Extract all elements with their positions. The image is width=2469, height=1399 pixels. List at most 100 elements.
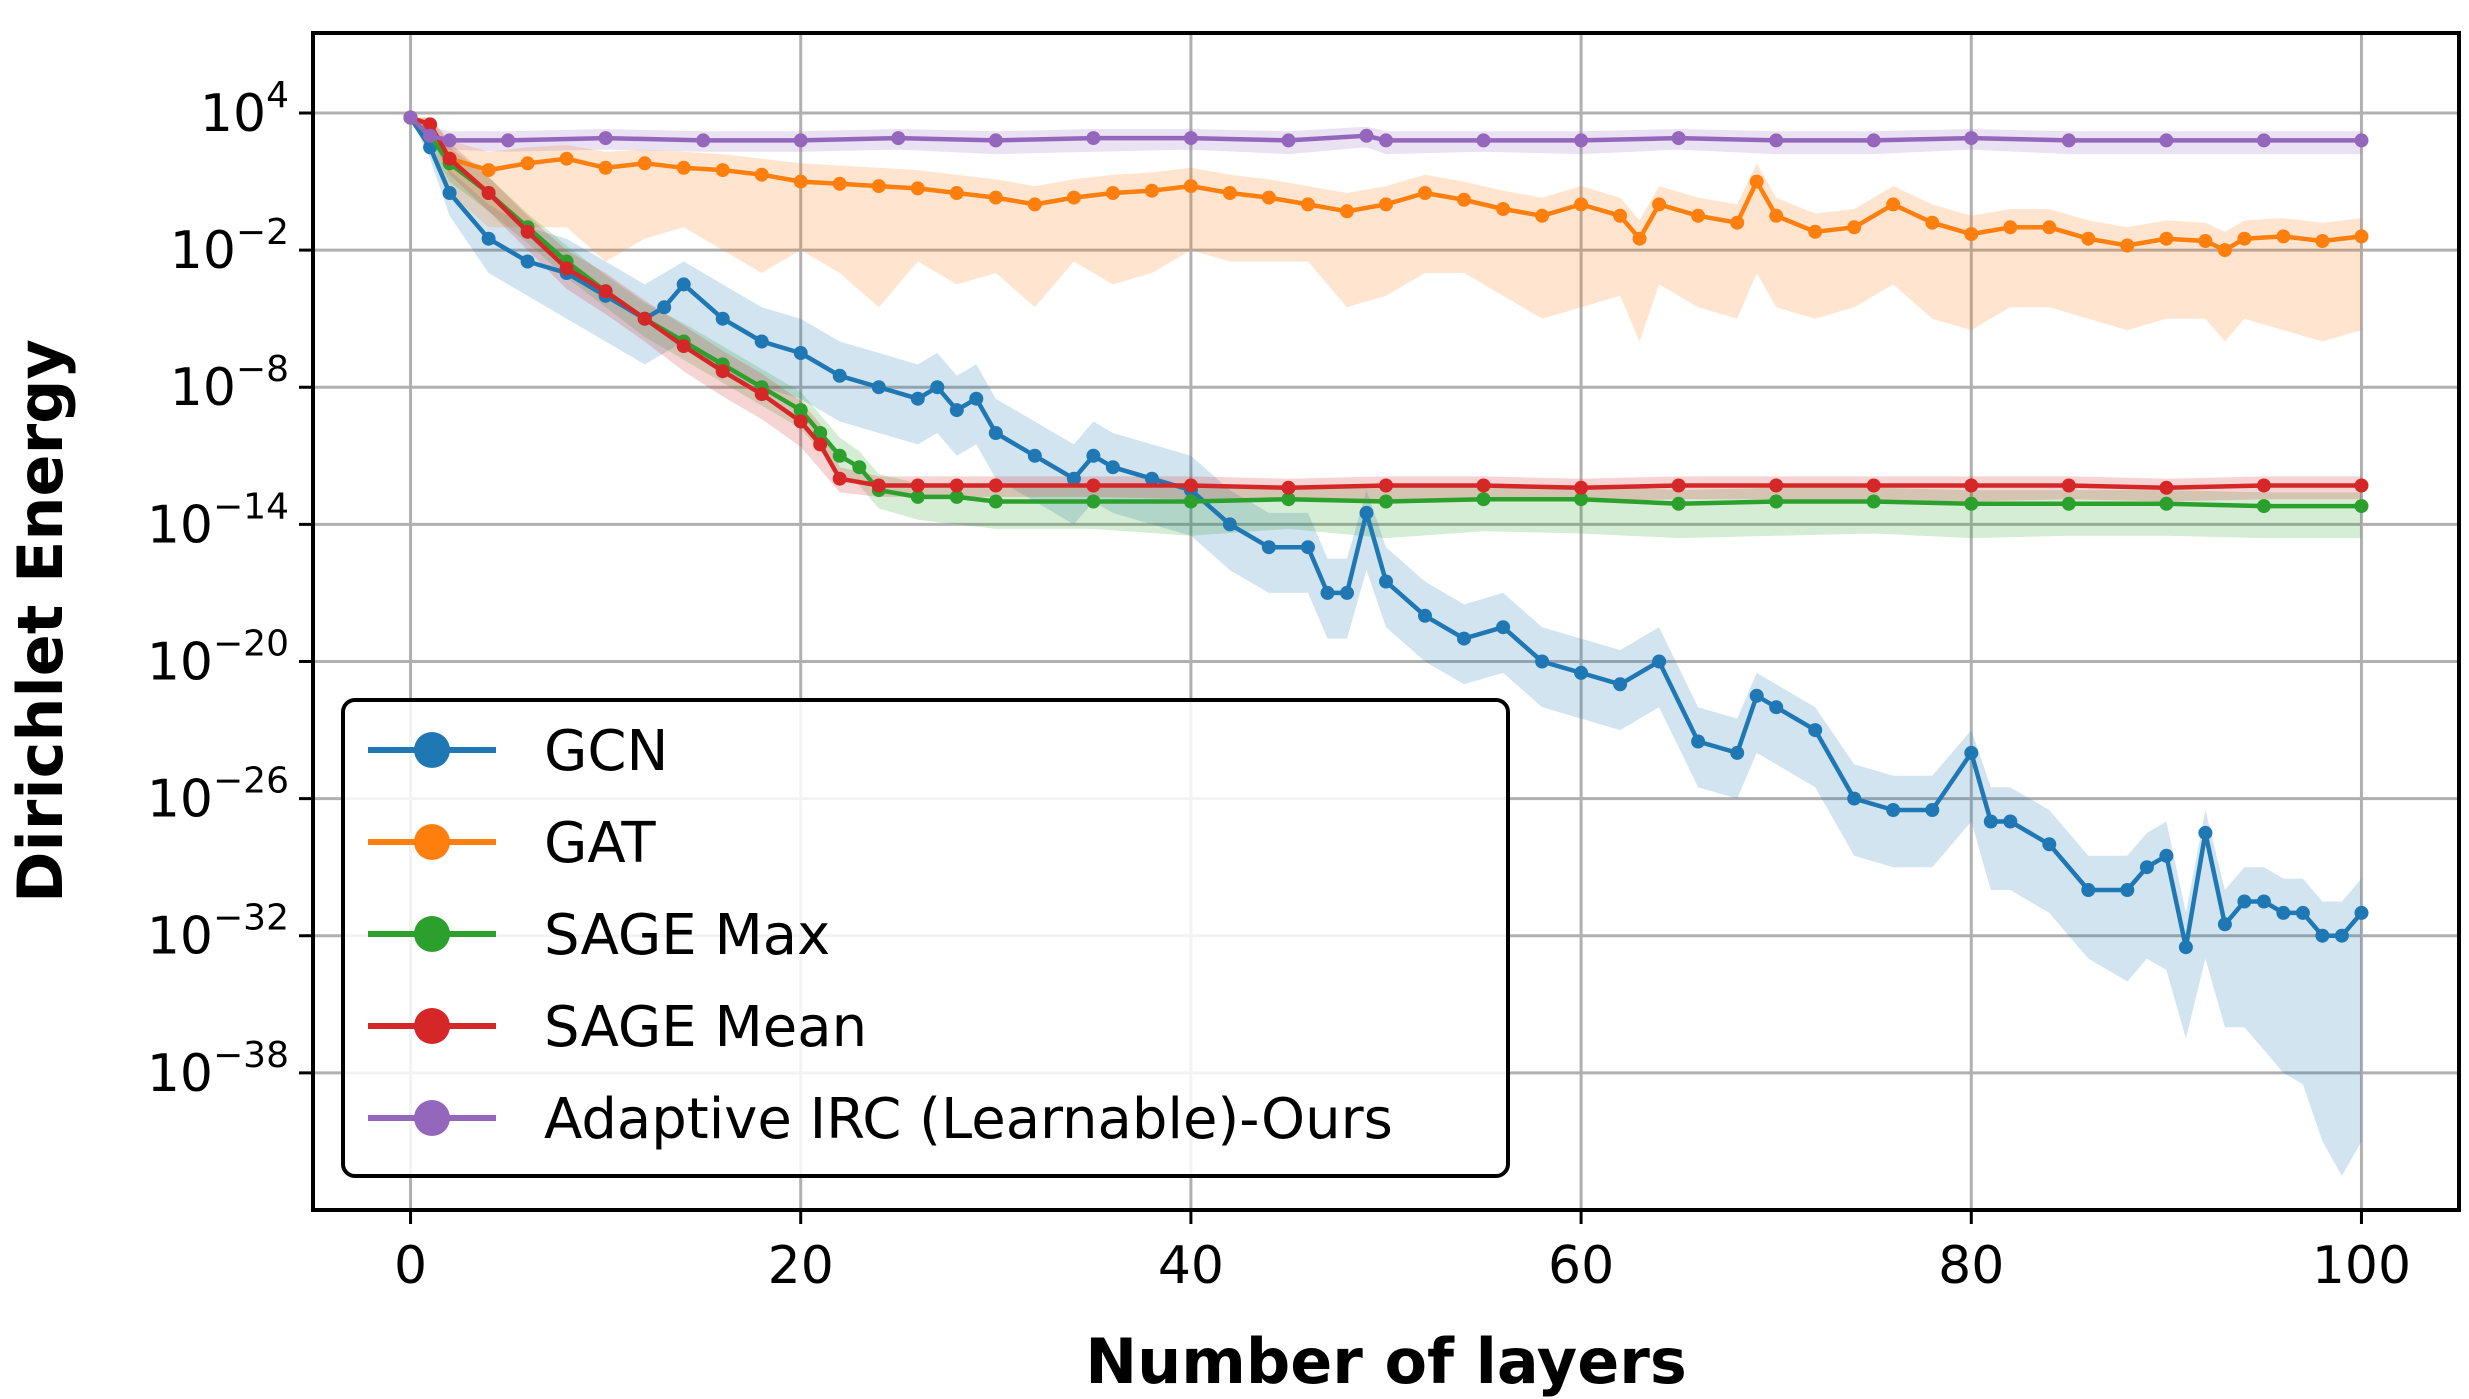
point-gcn [1769, 700, 1784, 715]
point-sage-max [832, 448, 847, 463]
point-gcn [1222, 517, 1237, 532]
point-gcn [1808, 723, 1823, 738]
point-gcn [2217, 917, 2232, 932]
point-sage-mean [1086, 478, 1101, 493]
y-tick-base: 10 [170, 221, 236, 281]
point-gcn [1535, 654, 1550, 669]
y-tick-label: 10−14 [147, 486, 289, 555]
point-adaptive-irc-learnable-ours [1359, 128, 1374, 143]
point-sage-max [793, 403, 808, 418]
y-tick-base: 10 [147, 495, 213, 555]
point-gat [2159, 231, 2174, 246]
point-sage-mean [832, 471, 847, 486]
point-gcn [1652, 654, 1667, 669]
point-adaptive-irc-learnable-ours [1086, 131, 1101, 146]
point-sage-mean [1476, 478, 1491, 493]
point-sage-max [1281, 492, 1296, 507]
point-gcn [1457, 631, 1471, 646]
point-gat [1379, 197, 1393, 212]
point-gcn [2042, 837, 2057, 852]
point-gat [2315, 234, 2330, 248]
point-gcn [1359, 505, 1374, 520]
band-gcn [410, 117, 2362, 1176]
point-gcn [2315, 928, 2330, 943]
point-gat [832, 176, 847, 191]
point-gcn [657, 300, 672, 315]
y-tick-label: 10−20 [147, 623, 289, 692]
point-sage-mean [1964, 478, 1979, 493]
point-sage-mean [2061, 478, 2076, 493]
point-gat [1535, 208, 1550, 223]
legend-label: GCN [544, 719, 668, 784]
point-sage-mean [1379, 478, 1393, 493]
point-gat [1418, 186, 1432, 200]
point-sage-mean [1671, 478, 1686, 493]
point-sage-mean [1866, 478, 1881, 493]
point-adaptive-irc-learnable-ours [1769, 133, 1784, 148]
point-sage-mean [1281, 480, 1296, 495]
point-gat [715, 163, 730, 178]
point-gcn [2081, 883, 2096, 897]
point-gat [949, 186, 964, 200]
legend-label: GAT [544, 811, 656, 876]
point-gcn [1749, 688, 1764, 703]
legend-marker [414, 824, 450, 860]
point-adaptive-irc-learnable-ours [988, 133, 1003, 148]
point-gat [1964, 227, 1979, 242]
y-tick-exponent: −26 [213, 761, 289, 802]
point-gcn [949, 403, 964, 418]
point-sage-max [1671, 496, 1686, 511]
point-gcn [1964, 745, 1979, 760]
point-gat [1847, 220, 1862, 235]
point-gcn [1086, 448, 1101, 463]
point-sage-max [949, 489, 964, 504]
point-gat [481, 163, 496, 178]
point-sage-mean [754, 387, 769, 402]
y-tick-label: 104 [200, 75, 289, 144]
point-gat [2354, 229, 2369, 244]
point-adaptive-irc-learnable-ours [1866, 133, 1881, 148]
point-sage-max [1086, 494, 1101, 509]
x-tick-label: 60 [1548, 1236, 1614, 1296]
point-sage-mean [715, 364, 730, 379]
point-gat [2217, 243, 2232, 258]
point-gat [2081, 231, 2096, 246]
point-sage-mean [988, 478, 1003, 493]
point-gcn [715, 311, 730, 326]
point-sage-mean [559, 261, 574, 276]
point-sage-mean [2159, 480, 2174, 495]
point-gcn [442, 186, 457, 200]
point-gcn [2354, 905, 2369, 920]
y-tick-exponent: −2 [236, 212, 289, 253]
point-adaptive-irc-learnable-ours [793, 133, 808, 148]
point-sage-max [1574, 492, 1589, 507]
point-gcn [2237, 894, 2252, 909]
point-gcn [1574, 665, 1589, 680]
point-gat [1886, 197, 1901, 212]
y-tick-label: 10−2 [170, 212, 289, 281]
point-gcn [2120, 883, 2135, 897]
point-sage-mean [598, 284, 613, 299]
y-tick-label: 10−32 [147, 898, 289, 967]
point-gcn [2003, 814, 2018, 829]
y-axis-title: Dirichlet Energy [4, 339, 77, 903]
point-sage-mean [949, 478, 964, 493]
point-adaptive-irc-learnable-ours [1964, 131, 1979, 146]
point-gcn [988, 426, 1003, 440]
point-sage-mean [1183, 478, 1198, 493]
point-gat [1066, 190, 1081, 205]
point-gcn [2295, 905, 2310, 920]
point-sage-mean [676, 339, 691, 354]
point-sage-mean [1769, 478, 1784, 493]
legend-marker [414, 1008, 450, 1044]
point-sage-max [852, 460, 867, 475]
point-gcn [910, 391, 925, 406]
y-tick-exponent: −32 [213, 898, 289, 939]
point-gat [1183, 179, 1198, 194]
point-gcn [520, 254, 535, 269]
point-adaptive-irc-learnable-ours [2354, 133, 2369, 148]
y-tick-label: 10−8 [170, 349, 289, 418]
legend-marker [414, 1100, 450, 1136]
point-gcn [1847, 791, 1862, 806]
